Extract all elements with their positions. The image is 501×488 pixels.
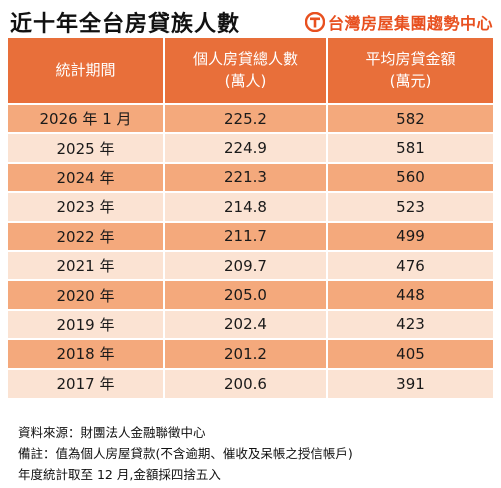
table-row: 2020 年 205.0 448 [8, 280, 493, 309]
cell-period: 2021 年 [8, 251, 164, 280]
cell-period: 2022 年 [8, 222, 164, 251]
cell-avg-loan: 581 [327, 133, 493, 162]
cell-period: 2024 年 [8, 163, 164, 192]
page-title: 近十年全台房貸族人數 [10, 6, 240, 38]
cell-period: 2020 年 [8, 280, 164, 309]
table-body: 2026 年 1 月 225.2 582 2025 年 224.9 581 2024 年 22… [8, 104, 493, 398]
table-row: 2022 年 211.7 499 [8, 222, 493, 251]
cell-borrowers: 202.4 [164, 310, 327, 339]
cell-avg-loan: 391 [327, 369, 493, 398]
cell-borrowers: 224.9 [164, 133, 327, 162]
cell-avg-loan: 405 [327, 339, 493, 368]
table-row: 2018 年 201.2 405 [8, 339, 493, 368]
table-header-row: 統計期間 個人房貸總人數 (萬人) 平均房貸金額 (萬元) [8, 38, 493, 104]
table-row: 2019 年 202.4 423 [8, 310, 493, 339]
table-row: 2024 年 221.3 560 [8, 163, 493, 192]
header-unit: (萬元) [328, 71, 493, 93]
footnotes: 資料來源：財團法人金融聯徵中心 備註：值為個人房屋貸款(不含逾期、催收及呆帳之授… [18, 422, 353, 485]
cell-borrowers: 211.7 [164, 222, 327, 251]
cell-borrowers: 225.2 [164, 104, 327, 133]
cell-avg-loan: 448 [327, 280, 493, 309]
column-header-avg-loan: 平均房貸金額 (萬元) [327, 38, 493, 104]
cell-avg-loan: 476 [327, 251, 493, 280]
house-logo-icon [305, 12, 325, 32]
source-note: 資料來源：財團法人金融聯徵中心 [18, 422, 353, 443]
header-label: 平均房貸金額 [328, 49, 493, 71]
header-label: 個人房貸總人數 [165, 49, 326, 71]
remark-note: 備註：值為個人房屋貸款(不含逾期、催收及呆帳之授信帳戶) [18, 443, 353, 464]
cell-avg-loan: 499 [327, 222, 493, 251]
cell-avg-loan: 560 [327, 163, 493, 192]
cell-period: 2023 年 [8, 192, 164, 221]
cell-borrowers: 201.2 [164, 339, 327, 368]
header-label: 統計期間 [8, 60, 163, 82]
cell-period: 2026 年 1 月 [8, 104, 164, 133]
table-row: 2017 年 200.6 391 [8, 369, 493, 398]
cell-borrowers: 209.7 [164, 251, 327, 280]
column-header-borrowers: 個人房貸總人數 (萬人) [164, 38, 327, 104]
table-row: 2023 年 214.8 523 [8, 192, 493, 221]
table-row: 2026 年 1 月 225.2 582 [8, 104, 493, 133]
cell-period: 2025 年 [8, 133, 164, 162]
cell-borrowers: 205.0 [164, 280, 327, 309]
method-note: 年度統計取至 12 月,金額採四捨五入 [18, 464, 353, 485]
cell-period: 2017 年 [8, 369, 164, 398]
brand-name: 台灣房屋集團趨勢中心 [328, 10, 493, 34]
cell-period: 2019 年 [8, 310, 164, 339]
cell-avg-loan: 423 [327, 310, 493, 339]
cell-period: 2018 年 [8, 339, 164, 368]
data-table: 統計期間 個人房貸總人數 (萬人) 平均房貸金額 (萬元) 2026 年 1 月… [8, 38, 493, 398]
brand: 台灣房屋集團趨勢中心 [305, 10, 493, 34]
cell-borrowers: 200.6 [164, 369, 327, 398]
table-row: 2021 年 209.7 476 [8, 251, 493, 280]
header-unit: (萬人) [165, 71, 326, 93]
cell-avg-loan: 523 [327, 192, 493, 221]
cell-borrowers: 221.3 [164, 163, 327, 192]
cell-borrowers: 214.8 [164, 192, 327, 221]
header: 近十年全台房貸族人數 台灣房屋集團趨勢中心 [0, 0, 501, 40]
table-row: 2025 年 224.9 581 [8, 133, 493, 162]
column-header-period: 統計期間 [8, 38, 164, 104]
cell-avg-loan: 582 [327, 104, 493, 133]
